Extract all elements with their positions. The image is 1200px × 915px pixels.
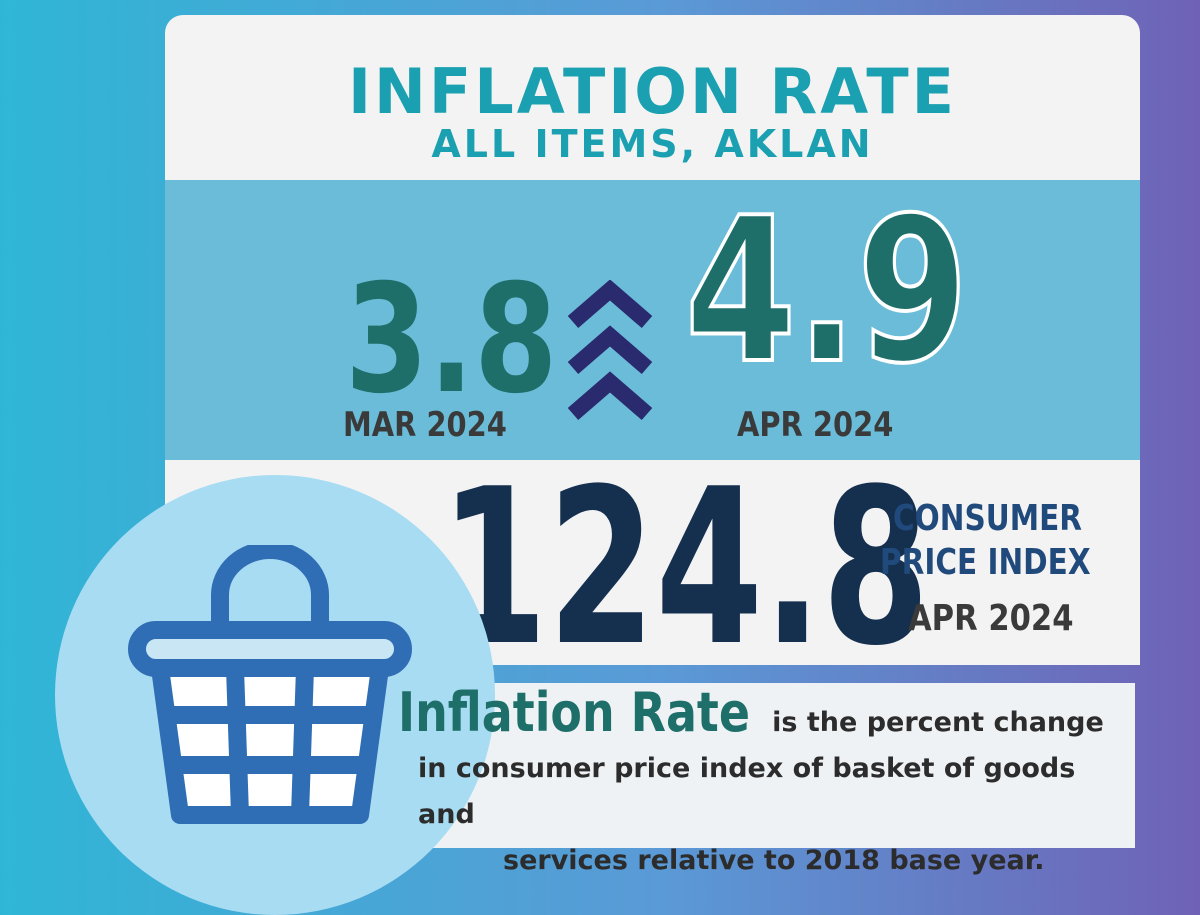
current-date: APR 2024 — [737, 405, 894, 445]
definition-text: in consumer price index of basket of goo… — [418, 753, 1076, 830]
title: INFLATION RATE — [347, 55, 958, 128]
basket-icon — [128, 545, 412, 824]
title-card — [165, 15, 1140, 180]
cpi-label: PRICE INDEX — [880, 542, 1091, 583]
current-rate: 4.9 — [683, 175, 970, 408]
previous-rate: 3.8 — [345, 253, 558, 427]
rate-band — [165, 180, 1140, 460]
cpi-value: 124.8 — [440, 442, 930, 693]
definition-text: services relative to 2018 base year. — [503, 845, 1045, 876]
cpi-label: CONSUMER — [893, 498, 1082, 539]
previous-date: MAR 2024 — [343, 405, 507, 445]
definition-box — [390, 683, 1135, 848]
subtitle: ALL ITEMS, AKLAN — [431, 122, 874, 166]
cpi-date: APR 2024 — [908, 598, 1074, 639]
definition-term: Inflation Rate — [398, 681, 751, 744]
up-arrows — [567, 280, 653, 421]
definition-text: is the percent change — [772, 707, 1104, 738]
definition: Inflation Rate is the percent change in c… — [398, 681, 1138, 884]
